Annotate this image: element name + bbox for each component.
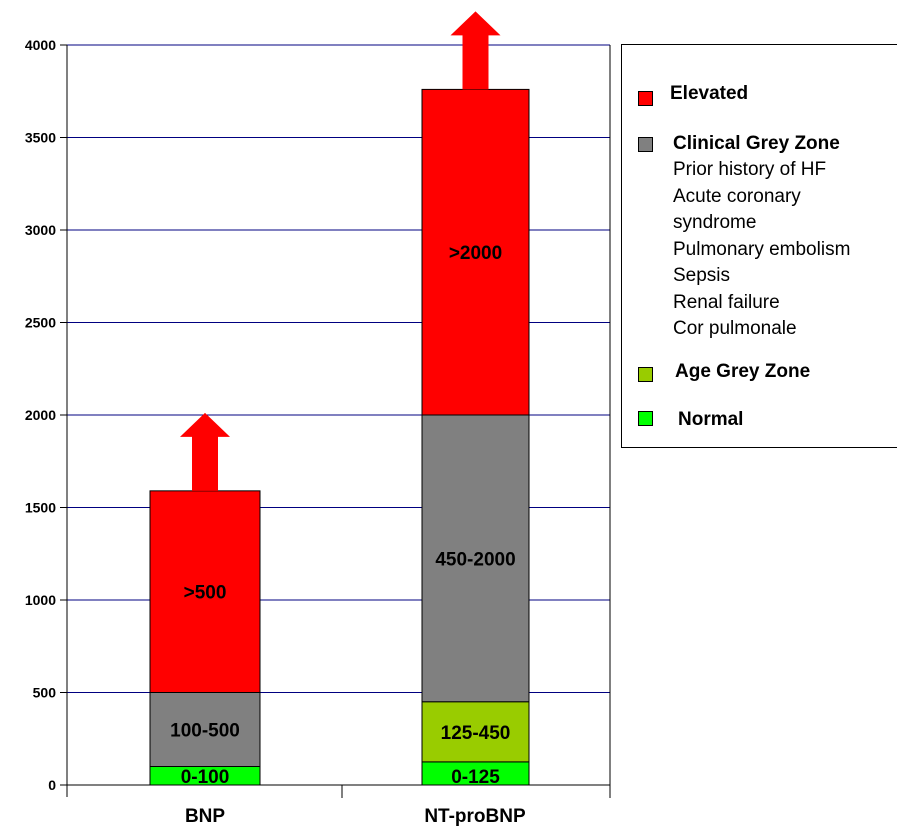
bar-label-bnp-elevated: >500: [184, 583, 227, 604]
bar-label-nt-probnp-clinical_grey: 450-2000: [435, 549, 515, 570]
y-tick-label-3000: 3000: [25, 222, 56, 238]
legend-item-acute-coronary: Acute coronary: [673, 185, 801, 207]
arrow-up-bnp: [180, 412, 230, 491]
bars: 0-100 100-500 >500 0-125 125-450 450-2000 >200…: [149, 11, 530, 788]
bar-label-bnp-clinical_grey: 100-500: [170, 721, 240, 742]
x-category-label-bnp: BNP: [185, 806, 225, 827]
legend-title-clinical-grey-zone: Clinical Grey Zone: [673, 133, 840, 154]
bar-nt-probnp-age_grey: [421, 701, 530, 763]
bar-label-nt-probnp-elevated: >2000: [449, 243, 502, 264]
legend-title-age-grey-zone: Age Grey Zone: [675, 361, 811, 382]
bar-label-nt-probnp-normal: 0-125: [451, 767, 500, 788]
legend-item-syndrome: syndrome: [673, 212, 757, 233]
arrow-up-nt-probnp: [450, 11, 501, 90]
y-tick-label-2000: 2000: [25, 407, 56, 423]
legend: Elevated Clinical Grey Zone Prior histor…: [621, 44, 897, 448]
y-tick-label-500: 500: [33, 685, 57, 701]
bar-bnp-clinical_grey: [149, 692, 261, 767]
legend-swatch-elevated: [638, 91, 653, 106]
y-tick-label-3500: 3500: [25, 130, 56, 146]
legend-item-cor-pulmonale: Cor pulmonale: [673, 318, 797, 339]
bar-label-nt-probnp-age_grey: 125-450: [441, 723, 511, 744]
legend-swatch-normal: [638, 411, 653, 426]
legend-title-elevated: Elevated: [670, 83, 749, 104]
legend-swatch-age-grey-zone: [638, 367, 653, 382]
y-tick-label-0: 0: [48, 777, 56, 793]
bar-nt-probnp-elevated: [421, 88, 530, 416]
legend-item-pulmonary-embolism: Pulmonary embolism: [673, 238, 851, 260]
y-tick-label-4000: 4000: [25, 37, 56, 53]
chart-plot: 0 500 1000 1500 2000 2500 3000 3500 4000 BNP NT-pr…: [25, 11, 611, 827]
bar-label-bnp-normal: 0-100: [181, 767, 230, 788]
bar-bnp-elevated: [149, 490, 261, 693]
y-tick-label-1000: 1000: [25, 592, 56, 608]
legend-swatch-clinical-grey-zone: [638, 137, 653, 152]
legend-item-sepsis: Sepsis: [673, 265, 731, 286]
legend-title-normal: Normal: [678, 409, 744, 430]
axes: 0 500 1000 1500 2000 2500 3000 3500 4000 BNP NT-pr…: [25, 37, 611, 827]
bar-nt-probnp-clinical_grey: [421, 414, 530, 703]
y-tick-label-1500: 1500: [25, 500, 56, 516]
y-tick-label-2500: 2500: [25, 315, 56, 331]
legend-item-renal-failure: Renal failure: [673, 291, 780, 313]
legend-item-prior-history-of-hf: Prior history of HF: [673, 159, 827, 180]
x-category-label-nt-probnp: NT-proBNP: [424, 806, 526, 827]
